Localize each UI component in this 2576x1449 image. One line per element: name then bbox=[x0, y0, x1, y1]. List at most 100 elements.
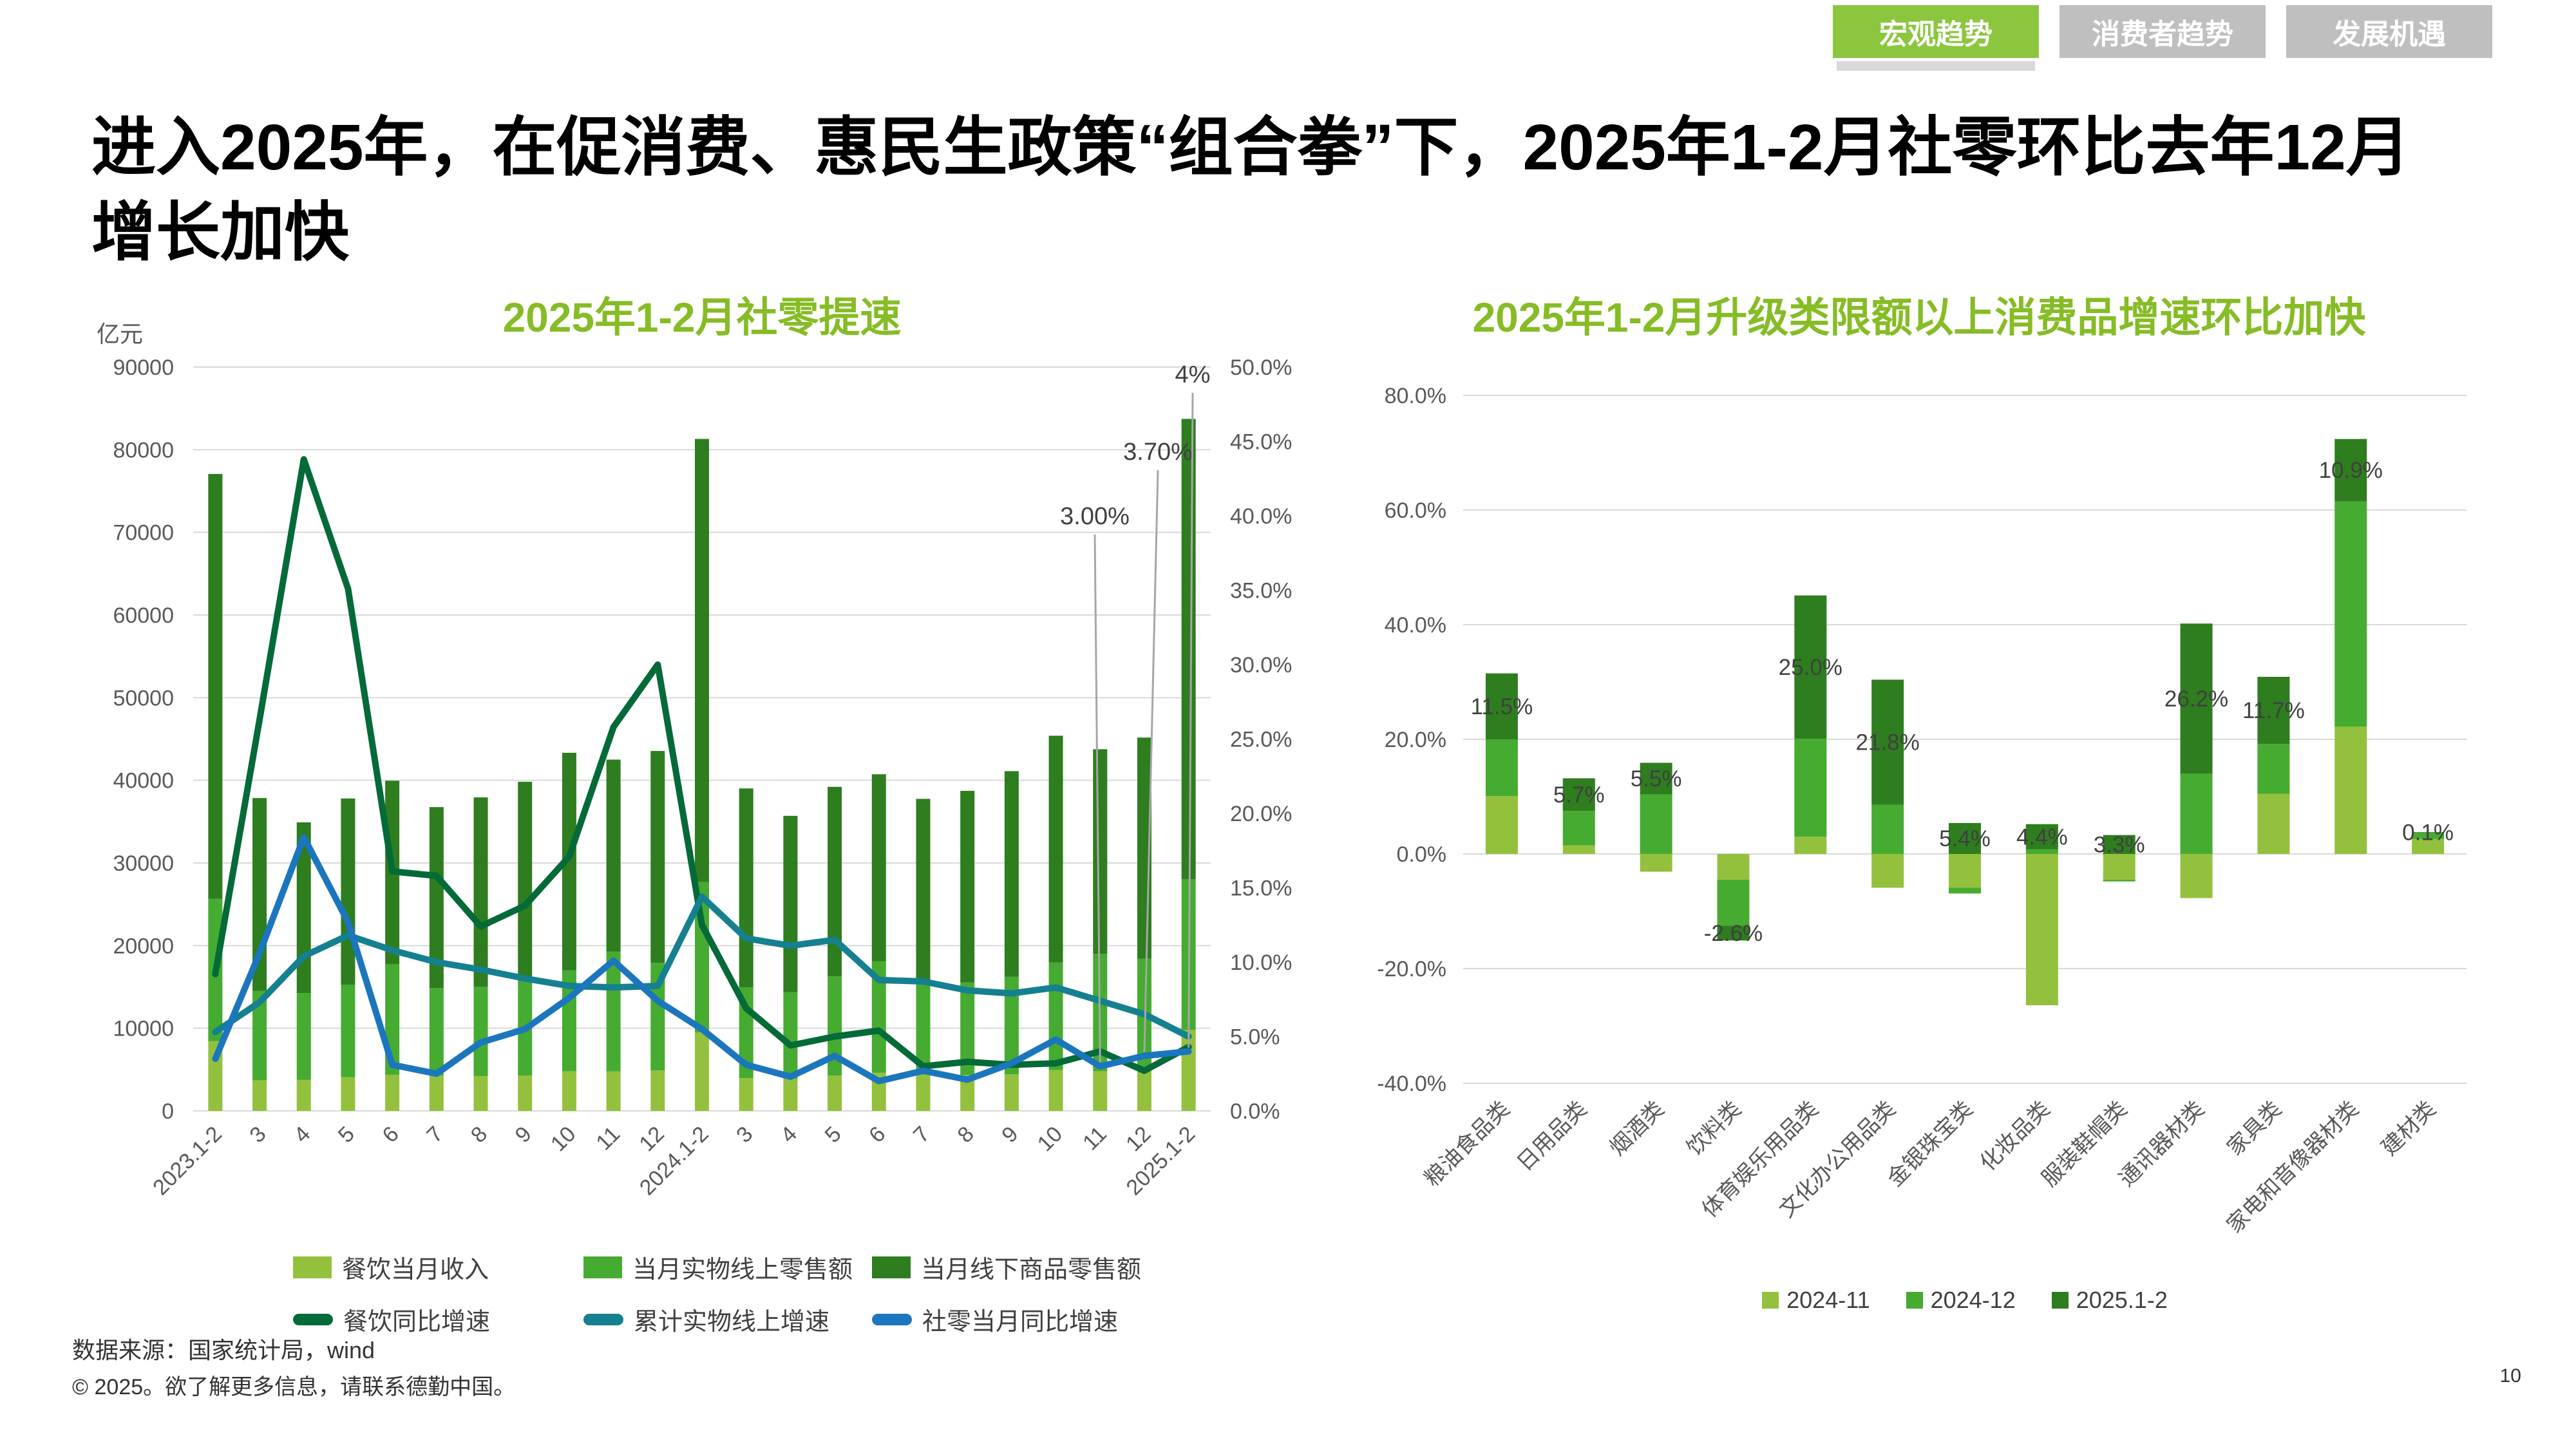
bar-segment bbox=[296, 1079, 311, 1111]
bar-segment bbox=[473, 987, 488, 1076]
bar-segment bbox=[871, 961, 886, 1073]
bar-segment bbox=[650, 1070, 665, 1111]
bar-segment bbox=[2257, 793, 2290, 854]
bar-segment bbox=[2412, 833, 2445, 839]
bar-segment bbox=[385, 1074, 400, 1111]
bar-segment bbox=[1871, 854, 1904, 888]
left-chart-lines bbox=[212, 456, 1192, 1084]
bar-segment bbox=[1004, 976, 1019, 1075]
bar-segment bbox=[1871, 679, 1904, 805]
tab-1[interactable]: 宏观趋势 bbox=[1833, 5, 2039, 71]
right-chart-bars bbox=[1485, 439, 2445, 1005]
bar-segment bbox=[1048, 735, 1063, 963]
bar-segment bbox=[429, 1075, 444, 1111]
legend-row-bars: 餐饮当月收入 当月实物线上零售额 当月线下商品零售额 bbox=[293, 1249, 1141, 1285]
legend-item: 当月实物线上零售额 bbox=[583, 1249, 872, 1285]
bar-data-label: 25.0% bbox=[1779, 655, 1842, 680]
bar-segment bbox=[2103, 835, 2136, 854]
bar-segment bbox=[1871, 804, 1904, 854]
right-axis-tick: 20.0% bbox=[1230, 802, 1292, 826]
bar-segment bbox=[1562, 811, 1595, 846]
legend-swatch bbox=[583, 1256, 622, 1278]
bar-segment bbox=[252, 990, 267, 1081]
legend-row-lines: 餐饮同比增速 累计实物线上增速 社零当月同比增速 bbox=[293, 1302, 1141, 1337]
x-axis-label: 化妆品类 bbox=[1975, 1097, 2054, 1176]
bar-data-label: 26.2% bbox=[2164, 687, 2228, 712]
legend-swatch bbox=[872, 1256, 911, 1278]
legend-swatch bbox=[2051, 1292, 2069, 1309]
legend-label: 2024-11 bbox=[1786, 1287, 1870, 1313]
bar-segment bbox=[1093, 1071, 1108, 1111]
bar-segment bbox=[1485, 796, 1518, 854]
bar-segment bbox=[2025, 854, 2058, 1005]
left-axis-tick: 10000 bbox=[113, 1017, 174, 1041]
bar-data-label: -2.6% bbox=[1704, 921, 1763, 946]
bar-data-label: 10.9% bbox=[2319, 458, 2383, 483]
right-chart-title: 2025年1-2月升级类限额以上消费品增速环比加快 bbox=[1472, 294, 2366, 341]
bar-segment bbox=[960, 1075, 975, 1111]
annotation-leader-line bbox=[1143, 469, 1159, 1052]
right-chart-gridlines: -40.0% -20.0% 0.0% 20.0% 40.0% 60.0% 80.0% bbox=[1377, 384, 2467, 1096]
bar-segment bbox=[2334, 439, 2367, 502]
page-title: 进入2025年，在促消费、惠民生政策“组合拳”下，2025年1-2月社零环比去年… bbox=[91, 111, 2410, 269]
legend-swatch bbox=[293, 1256, 332, 1278]
bar-segment bbox=[916, 984, 931, 1075]
left-chart-unit-label: 亿元 bbox=[97, 321, 144, 347]
x-axis-label: 烟酒类 bbox=[1605, 1097, 1669, 1160]
bar-segment bbox=[916, 1074, 931, 1111]
right-axis-tick: 40.0% bbox=[1230, 504, 1292, 529]
legend-item: 当月线下商品零售额 bbox=[872, 1249, 1141, 1285]
bar-segment bbox=[606, 1071, 621, 1111]
bar-segment bbox=[960, 791, 975, 983]
line-series bbox=[212, 893, 1192, 1040]
bar-segment bbox=[739, 1078, 753, 1111]
left-axis-tick: 50000 bbox=[113, 686, 174, 710]
bar-segment bbox=[296, 993, 311, 1080]
x-axis-label: 建材类 bbox=[2377, 1097, 2441, 1160]
bar-segment bbox=[1562, 778, 1595, 811]
legend-item: 2024-11 bbox=[1762, 1287, 1870, 1314]
left-chart-annotations: 3.00% 3.70% 4% bbox=[1060, 361, 1210, 1063]
bar-segment bbox=[1717, 854, 1750, 880]
y-axis-tick: 0.0% bbox=[1397, 842, 1447, 867]
legend-swatch bbox=[1762, 1292, 1779, 1309]
left-axis-tick: 90000 bbox=[113, 355, 174, 380]
bar-segment bbox=[1794, 837, 1827, 854]
line-series bbox=[212, 456, 1192, 1074]
y-axis-tick: 60.0% bbox=[1385, 498, 1446, 523]
right-axis-tick: 25.0% bbox=[1230, 728, 1292, 752]
bar-data-label: 3.3% bbox=[2094, 832, 2145, 857]
bar-segment bbox=[828, 1075, 842, 1111]
x-axis-label: 家具类 bbox=[2222, 1097, 2286, 1160]
right-axis-tick: 35.0% bbox=[1230, 579, 1292, 603]
bar-segment bbox=[2025, 849, 2058, 854]
bar-segment bbox=[1949, 887, 1981, 894]
bar-segment bbox=[429, 988, 444, 1076]
left-axis-tick: 30000 bbox=[113, 851, 174, 876]
right-axis-tick: 50.0% bbox=[1230, 355, 1292, 380]
bar-segment bbox=[695, 439, 709, 882]
legend-label: 餐饮当月收入 bbox=[342, 1256, 489, 1283]
tab-2[interactable]: 消费者趋势 bbox=[2060, 5, 2266, 58]
tab-label: 宏观趋势 bbox=[1879, 19, 1993, 50]
bar-segment bbox=[1004, 771, 1019, 977]
bar-segment bbox=[562, 752, 576, 971]
bar-segment bbox=[606, 759, 621, 952]
annotation-label: 3.70% bbox=[1123, 439, 1193, 466]
legend-item: 餐饮当月收入 bbox=[293, 1249, 583, 1285]
bar-segment bbox=[1485, 673, 1518, 739]
x-axis-label: 日用品类 bbox=[1512, 1097, 1591, 1176]
bar-segment bbox=[650, 963, 665, 1071]
bar-segment bbox=[2412, 838, 2445, 854]
right-axis-tick: 45.0% bbox=[1230, 430, 1292, 455]
legend-label: 餐饮同比增速 bbox=[343, 1309, 491, 1336]
bar-segment bbox=[2103, 854, 2136, 880]
annotation-label: 3.00% bbox=[1060, 503, 1130, 530]
x-axis-label: 粮油食品类 bbox=[1420, 1097, 1515, 1191]
y-axis-tick: -40.0% bbox=[1377, 1072, 1446, 1096]
tab-3[interactable]: 发展机遇 bbox=[2286, 5, 2492, 58]
bar-segment bbox=[1137, 1067, 1151, 1111]
legend-swatch bbox=[583, 1313, 623, 1325]
legend-label: 当月线下商品零售额 bbox=[921, 1256, 1142, 1283]
